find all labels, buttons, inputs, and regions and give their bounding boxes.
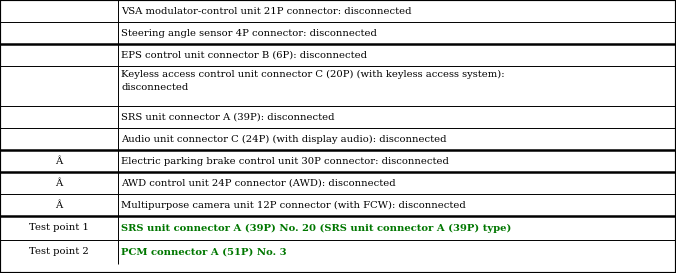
Text: Test point 2: Test point 2 — [29, 248, 89, 257]
Text: PCM connector A (51P) No. 3: PCM connector A (51P) No. 3 — [121, 248, 287, 257]
Text: Keyless access control unit connector C (20P) (with keyless access system):
disc: Keyless access control unit connector C … — [121, 70, 504, 92]
Text: AWD control unit 24P connector (AWD): disconnected: AWD control unit 24P connector (AWD): di… — [121, 179, 395, 188]
Text: Test point 1: Test point 1 — [29, 224, 89, 233]
Text: Multipurpose camera unit 12P connector (with FCW): disconnected: Multipurpose camera unit 12P connector (… — [121, 200, 466, 210]
Text: Â: Â — [55, 200, 63, 209]
Text: Â: Â — [55, 179, 63, 188]
Text: VSA modulator-control unit 21P connector: disconnected: VSA modulator-control unit 21P connector… — [121, 7, 412, 16]
Text: Â: Â — [55, 156, 63, 165]
Text: EPS control unit connector B (6P): disconnected: EPS control unit connector B (6P): disco… — [121, 51, 367, 60]
Text: Steering angle sensor 4P connector: disconnected: Steering angle sensor 4P connector: disc… — [121, 28, 377, 37]
Text: Electric parking brake control unit 30P connector: disconnected: Electric parking brake control unit 30P … — [121, 156, 449, 165]
Text: SRS unit connector A (39P) No. 20 (SRS unit connector A (39P) type): SRS unit connector A (39P) No. 20 (SRS u… — [121, 223, 511, 233]
Text: Audio unit connector C (24P) (with display audio): disconnected: Audio unit connector C (24P) (with displ… — [121, 134, 447, 144]
Text: SRS unit connector A (39P): disconnected: SRS unit connector A (39P): disconnected — [121, 112, 335, 121]
